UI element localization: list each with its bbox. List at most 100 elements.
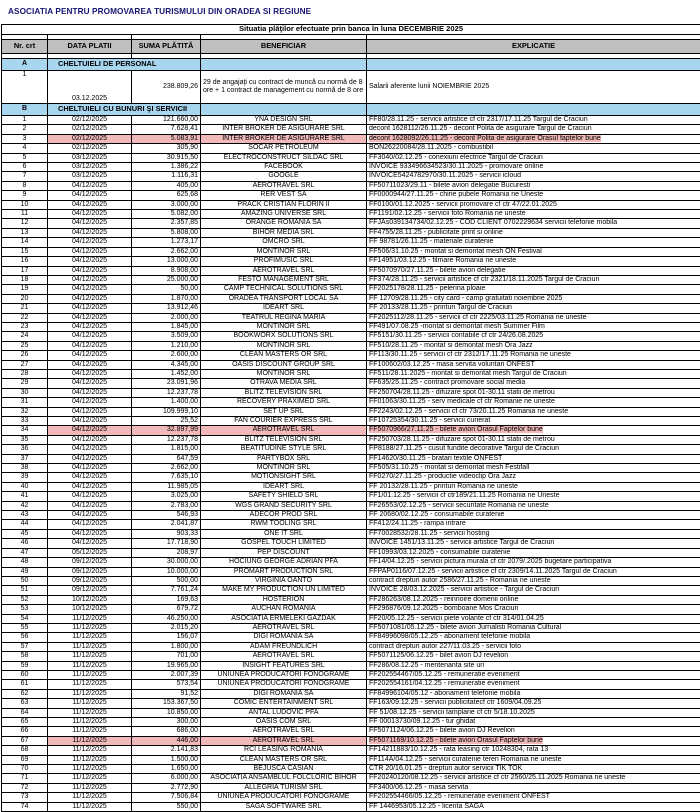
beneficiary-cell: MOTIONSIGHT SRL — [201, 473, 367, 482]
table-row: 10 04/12/2025 3.000,00 PRACK CRISTIAN FL… — [2, 200, 700, 209]
beneficiary-cell: BEJUSCA CASIAN — [201, 765, 367, 774]
table-row: 74 11/12/2025 550,00 SAGA SOFTWARE SRL F… — [2, 802, 700, 811]
row-number-cell: 45 — [2, 529, 48, 538]
row-number-cell: 32 — [2, 407, 48, 416]
payment-date-cell: 09/12/2025 — [48, 567, 132, 576]
explanation-text: contract drepturi autor 227/11.03.25 - s… — [369, 643, 521, 650]
payment-date-cell: 02/12/2025 — [48, 134, 132, 143]
explanation-text: FFJAs039134734/02.12.25 - COD CLIENT 070… — [369, 219, 617, 226]
amount-cell: 3.025,00 — [132, 492, 201, 501]
row-number-cell: 69 — [2, 755, 48, 764]
beneficiary-cell: BLITZ TELEVISION SRL — [201, 388, 367, 397]
explanation-text: FF14/04.12.25 - servicii pictura murala … — [369, 558, 611, 565]
payment-date-cell: 04/12/2025 — [48, 294, 132, 303]
row-number-cell: 71 — [2, 774, 48, 783]
table-row: 71 11/12/2025 6.000,00 ASOCIATIA ANSAMBL… — [2, 774, 700, 783]
table-row: 30 04/12/2025 12.237,78 BLITZ TELEVISION… — [2, 388, 700, 397]
beneficiary-cell: GOOGLE — [201, 172, 367, 181]
explanation-text: FF84996098/05.12.25 - abonament telefoni… — [369, 633, 530, 640]
amount-cell: 10.000,00 — [132, 567, 201, 576]
table-row: 52 10/12/2025 169,63 HOSTERION FF286263/… — [2, 595, 700, 604]
payment-date-cell: 04/12/2025 — [48, 388, 132, 397]
explanation-cell: FF50711023/29.11 - bilete avion delegati… — [367, 181, 700, 190]
amount-cell: 701,00 — [132, 652, 201, 661]
amount-cell: 3.000,00 — [132, 200, 201, 209]
amount-cell: 46.250,00 — [132, 614, 201, 623]
beneficiary-cell: MAKE MY PRODUCTION UN LIMITED — [201, 586, 367, 595]
beneficiary-cell: CLEAN MASTERS OR SRL — [201, 755, 367, 764]
payment-date-cell: 11/12/2025 — [48, 802, 132, 811]
section-a-label: CHELTUIELI DE PERSONAL — [48, 59, 201, 71]
row-number-cell: 38 — [2, 464, 48, 473]
payment-date-cell: 04/12/2025 — [48, 426, 132, 435]
explanation-text: FF113/30.11.25 - servicii cf ctr 2312/17… — [369, 351, 571, 358]
payment-date-cell: 04/12/2025 — [48, 501, 132, 510]
payment-date-cell: 03/12/2025 — [48, 163, 132, 172]
amount-cell: 1.386,22 — [132, 163, 201, 172]
row-number-cell: 31 — [2, 398, 48, 407]
row-number-cell: 20 — [2, 294, 48, 303]
row-number-cell: 17 — [2, 266, 48, 275]
row-number-cell: 60 — [2, 670, 48, 679]
amount-cell: 13.000,00 — [132, 257, 201, 266]
beneficiary-cell: OMCRO SRL — [201, 238, 367, 247]
table-row: 7 03/12/2025 1.116,31 GOOGLE INVOICE5424… — [2, 172, 700, 181]
explanation-cell: FF374/28.11.25 - servicii artistice cf c… — [367, 275, 700, 284]
payment-date-cell: 11/12/2025 — [48, 661, 132, 670]
explanation-text: FF1191/02.12.25 - servicii foto Romania … — [369, 210, 526, 217]
table-row: 68 11/12/2025 2.141,83 RCI LEASING ROMAN… — [2, 746, 700, 755]
amount-cell: 156,07 — [132, 633, 201, 642]
row-number-cell: 9 — [2, 191, 48, 200]
explanation-text: FF296876/09.12.2025 - bomboane Mos Craci… — [369, 605, 518, 612]
payment-date-cell: 04/12/2025 — [48, 511, 132, 520]
beneficiary-cell: MONTINOR SRL — [201, 322, 367, 331]
explanation-text: FF 20132/28.11.25 - printuri Romania ne … — [369, 483, 518, 490]
table-row: 64 11/12/2025 10.850,00 ANTAL LUDOVIC PF… — [2, 708, 700, 717]
amount-cell: 8.908,00 — [132, 266, 201, 275]
table-row: 38 04/12/2025 2.662,00 MONTINOR SRL FF50… — [2, 464, 700, 473]
beneficiary-cell: OTRAVA MEDIA SRL — [201, 379, 367, 388]
explanation-text: FF114A/04.12.25 - servicii curatenie ter… — [369, 756, 561, 763]
beneficiary-cell: INTER BROKER DE ASIGURARE SRL — [201, 134, 367, 143]
row-number-cell: 4 — [2, 144, 48, 153]
table-row: 55 11/12/2025 2.015,20 AEROTRAVEL SRL FF… — [2, 623, 700, 632]
beneficiary-cell: BLITZ TELEVISION SRL — [201, 435, 367, 444]
beneficiary-cell: GOSPEL TOUCH LIMITED — [201, 539, 367, 548]
beneficiary-cell: CAMP TECHNICAL SOLUTIONS SRL — [201, 285, 367, 294]
beneficiary-cell: FACEBOOK — [201, 163, 367, 172]
row-number-cell: 10 — [2, 200, 48, 209]
row-number-cell: 72 — [2, 783, 48, 792]
row-number-cell: 14 — [2, 238, 48, 247]
payment-date-cell: 04/12/2025 — [48, 417, 132, 426]
column-header-beneficiary: BENEFICIAR — [201, 40, 367, 54]
explanation-cell: FF 20680/02.12.25 - consumabile curateni… — [367, 511, 700, 520]
explanation-text: FF20/05.12.25 - servicii piete volante c… — [369, 615, 544, 622]
table-row: 45 04/12/2025 903,33 ONE IT SRL FF700285… — [2, 529, 700, 538]
explanation-text: FF1/01.12.25 - servicii cf ctr189/21.11.… — [369, 492, 560, 499]
payment-date-cell: 02/12/2025 — [48, 125, 132, 134]
explanation-cell: contract drepturi autor 227/11.03.25 - s… — [367, 642, 700, 651]
payment-date-cell: 11/12/2025 — [48, 633, 132, 642]
explanation-cell: FF3400/06.12.25 - masa servita — [367, 783, 700, 792]
explanation-text: FF0000944/27.11.25 - chirie pubele Roman… — [369, 191, 543, 198]
explanation-text: decont 1628092/26.11.25 - decont Polita … — [369, 135, 601, 142]
payment-date-cell: 04/12/2025 — [48, 238, 132, 247]
beneficiary-cell: ADECOR PROD SRL — [201, 511, 367, 520]
beneficiary-cell: PEP DISCOUNT — [201, 548, 367, 557]
explanation-cell: FF14211883/10.12.25 - rata leasing ctr 1… — [367, 746, 700, 755]
table-row: 27 04/12/2025 4.345,00 OASIS DISCOUNT GR… — [2, 360, 700, 369]
payment-date-cell: 11/12/2025 — [48, 652, 132, 661]
table-row: 9 04/12/2025 625,68 RER VEST SA FF000094… — [2, 191, 700, 200]
amount-cell: 2.600,00 — [132, 351, 201, 360]
explanation-cell: FF20240120/08.12.25 - servicii artistice… — [367, 774, 700, 783]
table-row: 37 04/12/2025 647,59 PARTYBOX SRL FF1462… — [2, 454, 700, 463]
amount-cell: 1.815,00 — [132, 445, 201, 454]
table-row: 16 04/12/2025 13.000,00 PROFIMUSIC SRL F… — [2, 257, 700, 266]
column-header-row: Nr. crt DATA PLATII SUMA PLĂTITĂ BENEFIC… — [2, 40, 700, 54]
explanation-cell: FF3040/02.12.25 - conexiuni electrice Ta… — [367, 153, 700, 162]
payment-date-cell: 11/12/2025 — [48, 755, 132, 764]
amount-cell: 11.985,05 — [132, 482, 201, 491]
table-row: 24 04/12/2025 3.509,00 BOOKWORX SOLUTION… — [2, 332, 700, 341]
beneficiary-cell: AEROTRAVEL SRL — [201, 736, 367, 745]
explanation-text: FF286/08.12.25 - mentenanta site uri — [369, 662, 484, 669]
